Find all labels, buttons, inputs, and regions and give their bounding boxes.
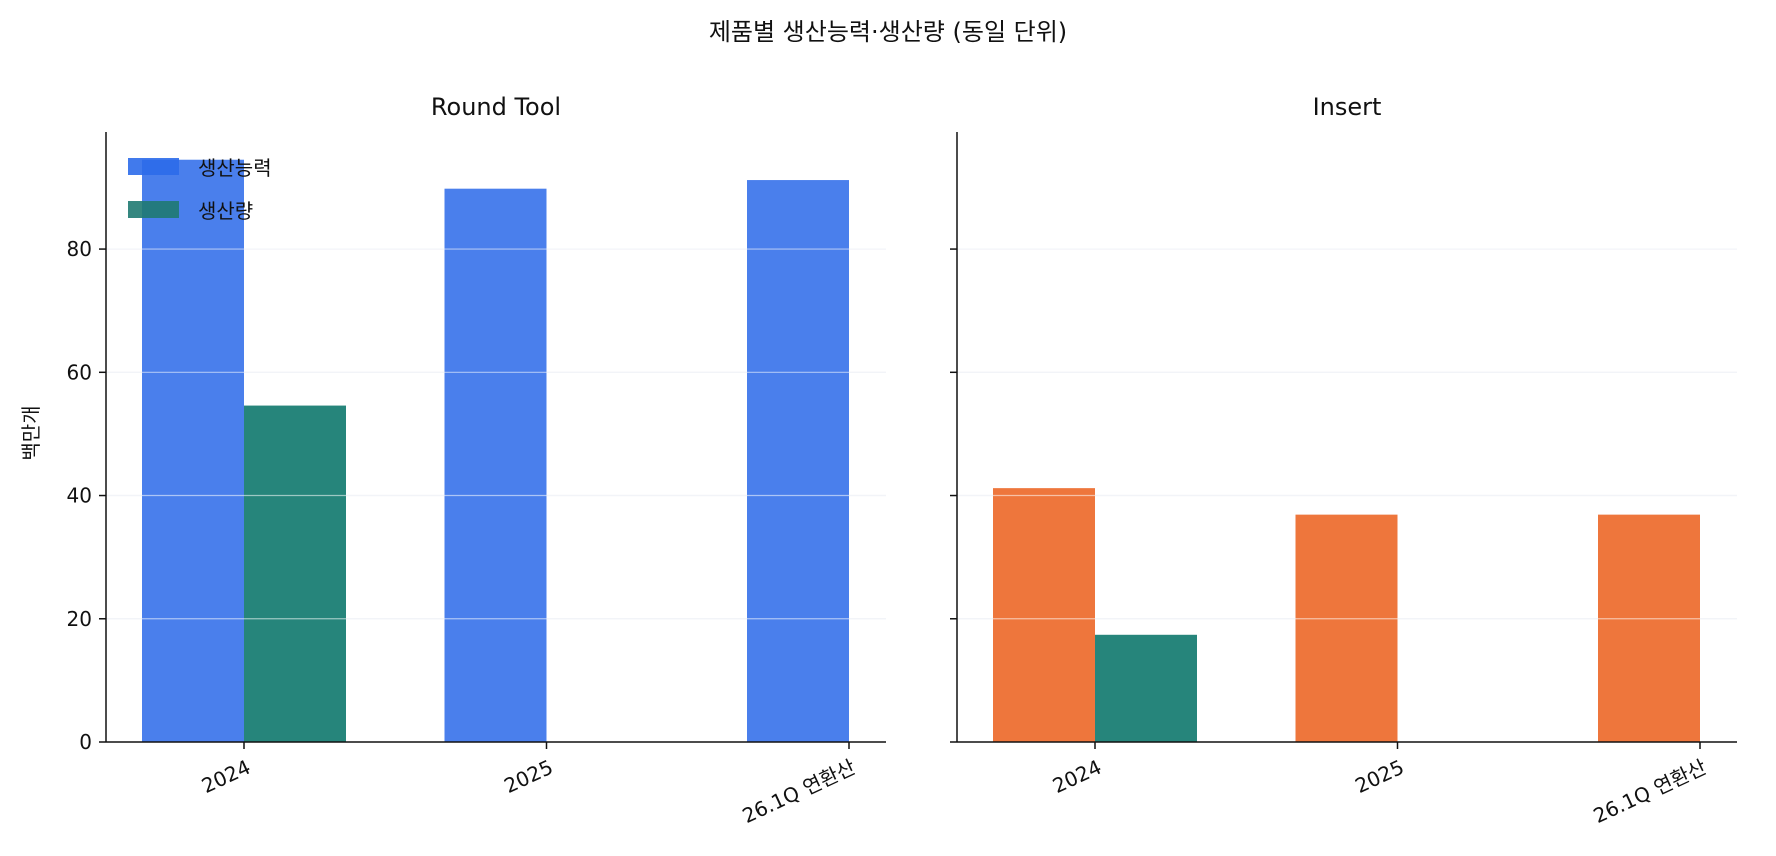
x-tick-label: 2024 bbox=[198, 755, 254, 798]
y-tick-label: 60 bbox=[67, 360, 92, 384]
x-tick-label: 2024 bbox=[1049, 755, 1105, 798]
bar-capacity bbox=[444, 188, 547, 742]
bar-capacity bbox=[1295, 514, 1398, 742]
y-tick-label: 0 bbox=[79, 730, 92, 754]
legend-label: 생산능력 bbox=[198, 156, 272, 180]
y-tick-label: 40 bbox=[67, 484, 92, 508]
panel-2: Insert 2024 2025 26.1Q 연환산 bbox=[950, 93, 1737, 828]
bar-capacity bbox=[1598, 514, 1700, 742]
panel-1: Round Tool 0 20 40 60 80 2024 2025 26.1Q 연환산 bbox=[67, 93, 886, 828]
x-tick-label: 2025 bbox=[500, 755, 556, 798]
x-tick-label: 26.1Q 연환산 bbox=[739, 755, 860, 828]
panel-title: Insert bbox=[1313, 93, 1382, 121]
legend-swatch bbox=[128, 201, 179, 218]
y-axis-label: 백만개 bbox=[19, 405, 43, 460]
legend-label: 생산량 bbox=[198, 199, 253, 223]
y-tick-label: 80 bbox=[67, 237, 92, 261]
bar-output bbox=[1095, 634, 1197, 742]
bar-output bbox=[244, 405, 346, 742]
bar-capacity bbox=[993, 488, 1095, 742]
bar-capacity bbox=[747, 180, 849, 742]
x-tick-label: 2025 bbox=[1351, 755, 1407, 798]
y-tick-label: 20 bbox=[67, 607, 92, 631]
bar-capacity bbox=[142, 159, 244, 742]
panel-title: Round Tool bbox=[431, 93, 561, 121]
legend-swatch bbox=[128, 158, 179, 175]
x-tick-label: 26.1Q 연환산 bbox=[1590, 755, 1711, 828]
chart-title: 제품별 생산능력·생산량 (동일 단위) bbox=[709, 18, 1067, 46]
